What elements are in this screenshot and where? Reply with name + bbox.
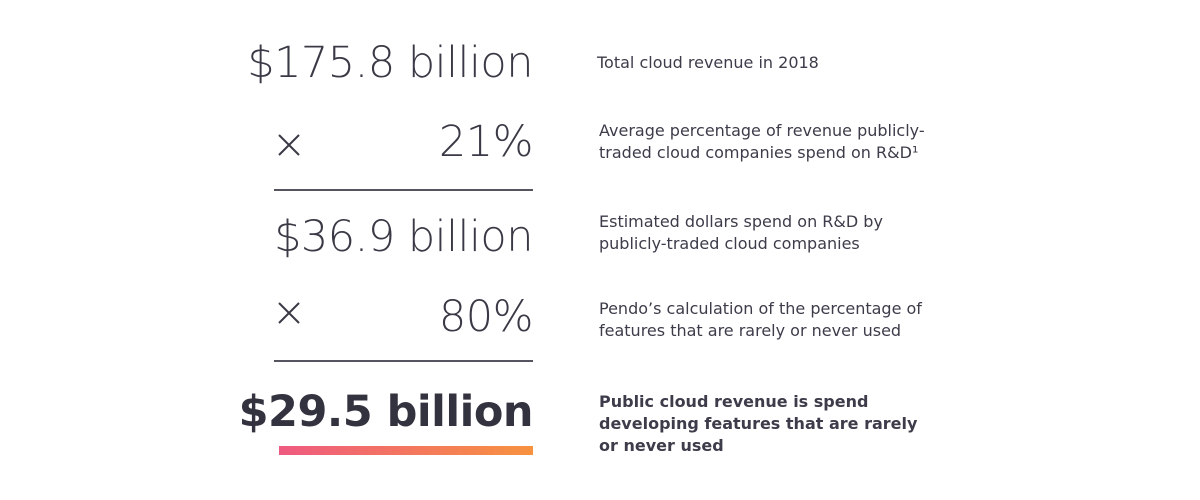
description-line: Total cloud revenue in 2018 (597, 53, 819, 72)
description-line: features that are rarely or never used (599, 321, 902, 340)
description-line: Average percentage of revenue publicly- (599, 121, 925, 140)
multiply-icon (278, 134, 300, 156)
multiply-icon (278, 302, 300, 324)
figure: $175.8 billion (247, 38, 533, 88)
description: Total cloud revenue in 2018 (597, 52, 819, 74)
description-line: Pendo’s calculation of the percentage of (599, 299, 922, 318)
description: Public cloud revenue is spend developing… (599, 391, 917, 457)
highlight-bar (279, 446, 533, 455)
figure: 21% (438, 117, 534, 167)
figure: $36.9 billion (274, 212, 533, 262)
description-line: Estimated dollars spend on R&D by (599, 212, 883, 231)
divider (274, 189, 533, 191)
figure: $29.5 billion (238, 387, 534, 437)
description-line: traded cloud companies spend on R&D¹ (599, 143, 919, 162)
description-line: Public cloud revenue is spend (599, 392, 869, 411)
description: Average percentage of revenue publicly- … (599, 120, 925, 164)
description-line: publicly-traded cloud companies (599, 234, 860, 253)
description: Pendo’s calculation of the percentage of… (599, 298, 922, 342)
description-line: developing features that are rarely (599, 414, 918, 433)
description: Estimated dollars spend on R&D by public… (599, 211, 883, 255)
divider (274, 360, 533, 362)
figure: 80% (438, 292, 534, 342)
description-line: or never used (599, 436, 724, 455)
